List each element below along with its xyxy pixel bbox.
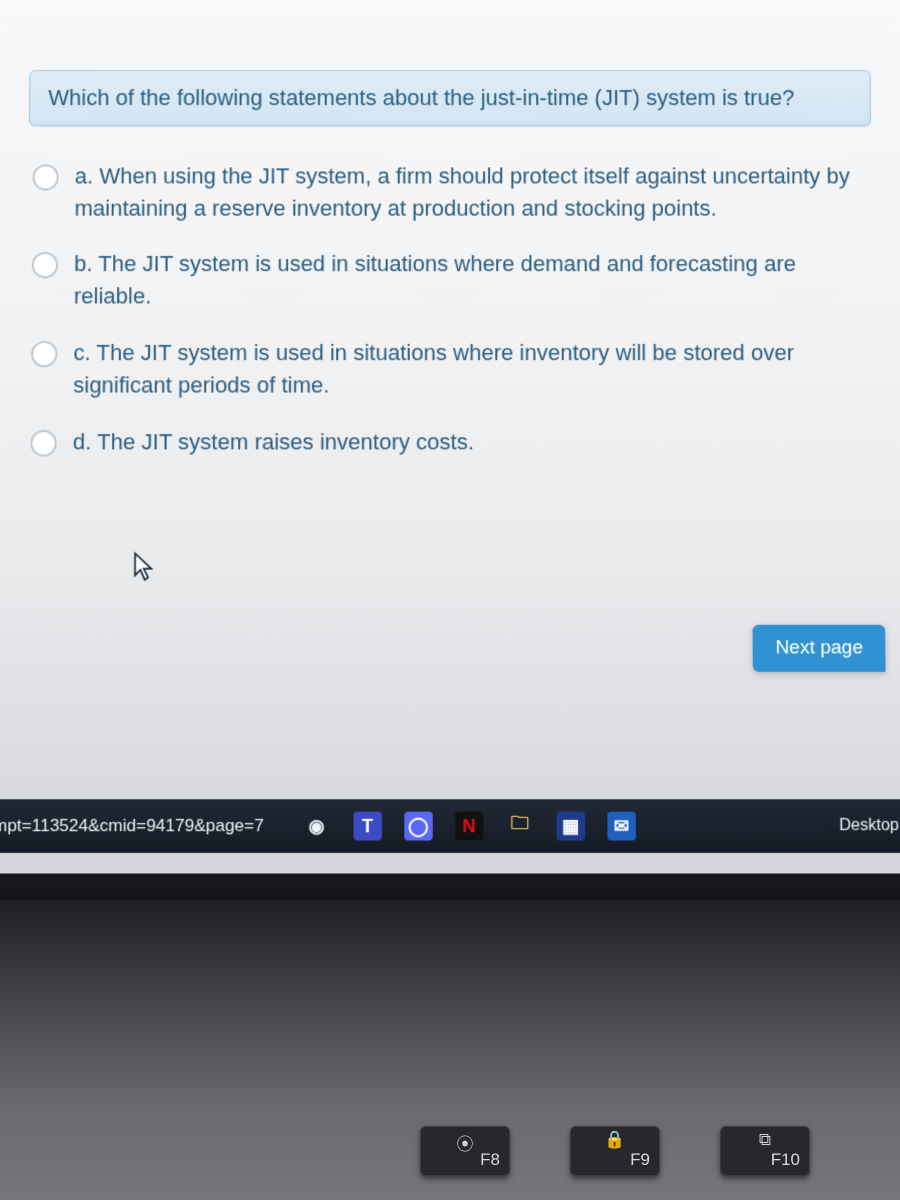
choice-d-letter: d. [73,429,92,454]
choice-a-text: a. When using the JIT system, a firm sho… [74,160,867,224]
key-f9-glyph-icon: 🔒 [604,1130,625,1150]
menu-icon[interactable]: ▦ [556,812,585,841]
mouse-cursor-icon [133,551,155,582]
choice-c-text: c. The JIT system is used in situations … [73,337,869,402]
radio-b[interactable] [32,252,58,278]
choice-a-letter: a. [75,163,94,188]
radio-c[interactable] [31,341,57,367]
taskbar-url-fragment: mpt=113524&cmid=94179&page=7 [0,816,274,837]
choice-c-body: The JIT system is used in situations whe… [73,340,794,398]
choice-d[interactable]: d. The JIT system raises inventory costs… [26,420,874,477]
key-f9-label: F9 [630,1150,650,1170]
choice-b[interactable]: b. The JIT system is used in situations … [27,242,872,331]
choice-b-letter: b. [74,251,93,276]
choice-b-body: The JIT system is used in situations whe… [74,251,796,308]
teams-icon[interactable]: T [353,812,381,841]
key-f10-glyph-icon: ⧉ [759,1130,771,1150]
choice-d-text: d. The JIT system raises inventory costs… [73,426,474,458]
mail-icon[interactable]: ✉ [607,812,636,841]
taskbar-desktop-label[interactable]: Desktop [839,817,900,836]
quiz-page: Which of the following statements about … [0,30,900,719]
laptop-screen: Which of the following statements about … [0,0,900,874]
choice-list: a. When using the JIT system, a firm sho… [26,154,874,477]
next-page-label: Next page [775,637,863,659]
taskbar-app-icons: ◉ T ◯ N 🗀 ▦ ✉ [302,812,635,841]
key-f10: ⧉ F10 [720,1126,810,1176]
laptop-keyboard-deck: ⦿ F8 🔒 F9 ⧉ F10 [0,900,900,1200]
key-f9: 🔒 F9 [570,1126,660,1176]
choice-b-text: b. The JIT system is used in situations … [74,248,869,312]
chrome-icon[interactable]: ◉ [302,812,331,841]
radio-d[interactable] [30,430,56,456]
explorer-icon[interactable]: 🗀 [506,812,534,841]
choice-a-body: When using the JIT system, a firm should… [74,163,849,220]
radio-a[interactable] [32,164,58,190]
key-f10-label: F10 [771,1150,800,1170]
key-f8-glyph-icon: ⦿ [457,1130,474,1155]
function-key-row: ⦿ F8 🔒 F9 ⧉ F10 [420,1126,810,1176]
choice-c-letter: c. [73,340,90,365]
choice-a[interactable]: a. When using the JIT system, a firm sho… [28,154,872,242]
key-f8-label: F8 [480,1150,500,1170]
key-f8: ⦿ F8 [420,1126,510,1176]
question-prompt: Which of the following statements about … [29,70,871,126]
next-page-button[interactable]: Next page [753,625,886,672]
windows-taskbar[interactable]: mpt=113524&cmid=94179&page=7 ◉ T ◯ N 🗀 ▦… [0,799,900,853]
netflix-icon[interactable]: N [455,812,483,841]
discord-icon[interactable]: ◯ [404,812,432,841]
choice-c[interactable]: c. The JIT system is used in situations … [27,331,874,420]
choice-d-body: The JIT system raises inventory costs. [97,429,474,454]
question-text: Which of the following statements about … [48,85,794,110]
